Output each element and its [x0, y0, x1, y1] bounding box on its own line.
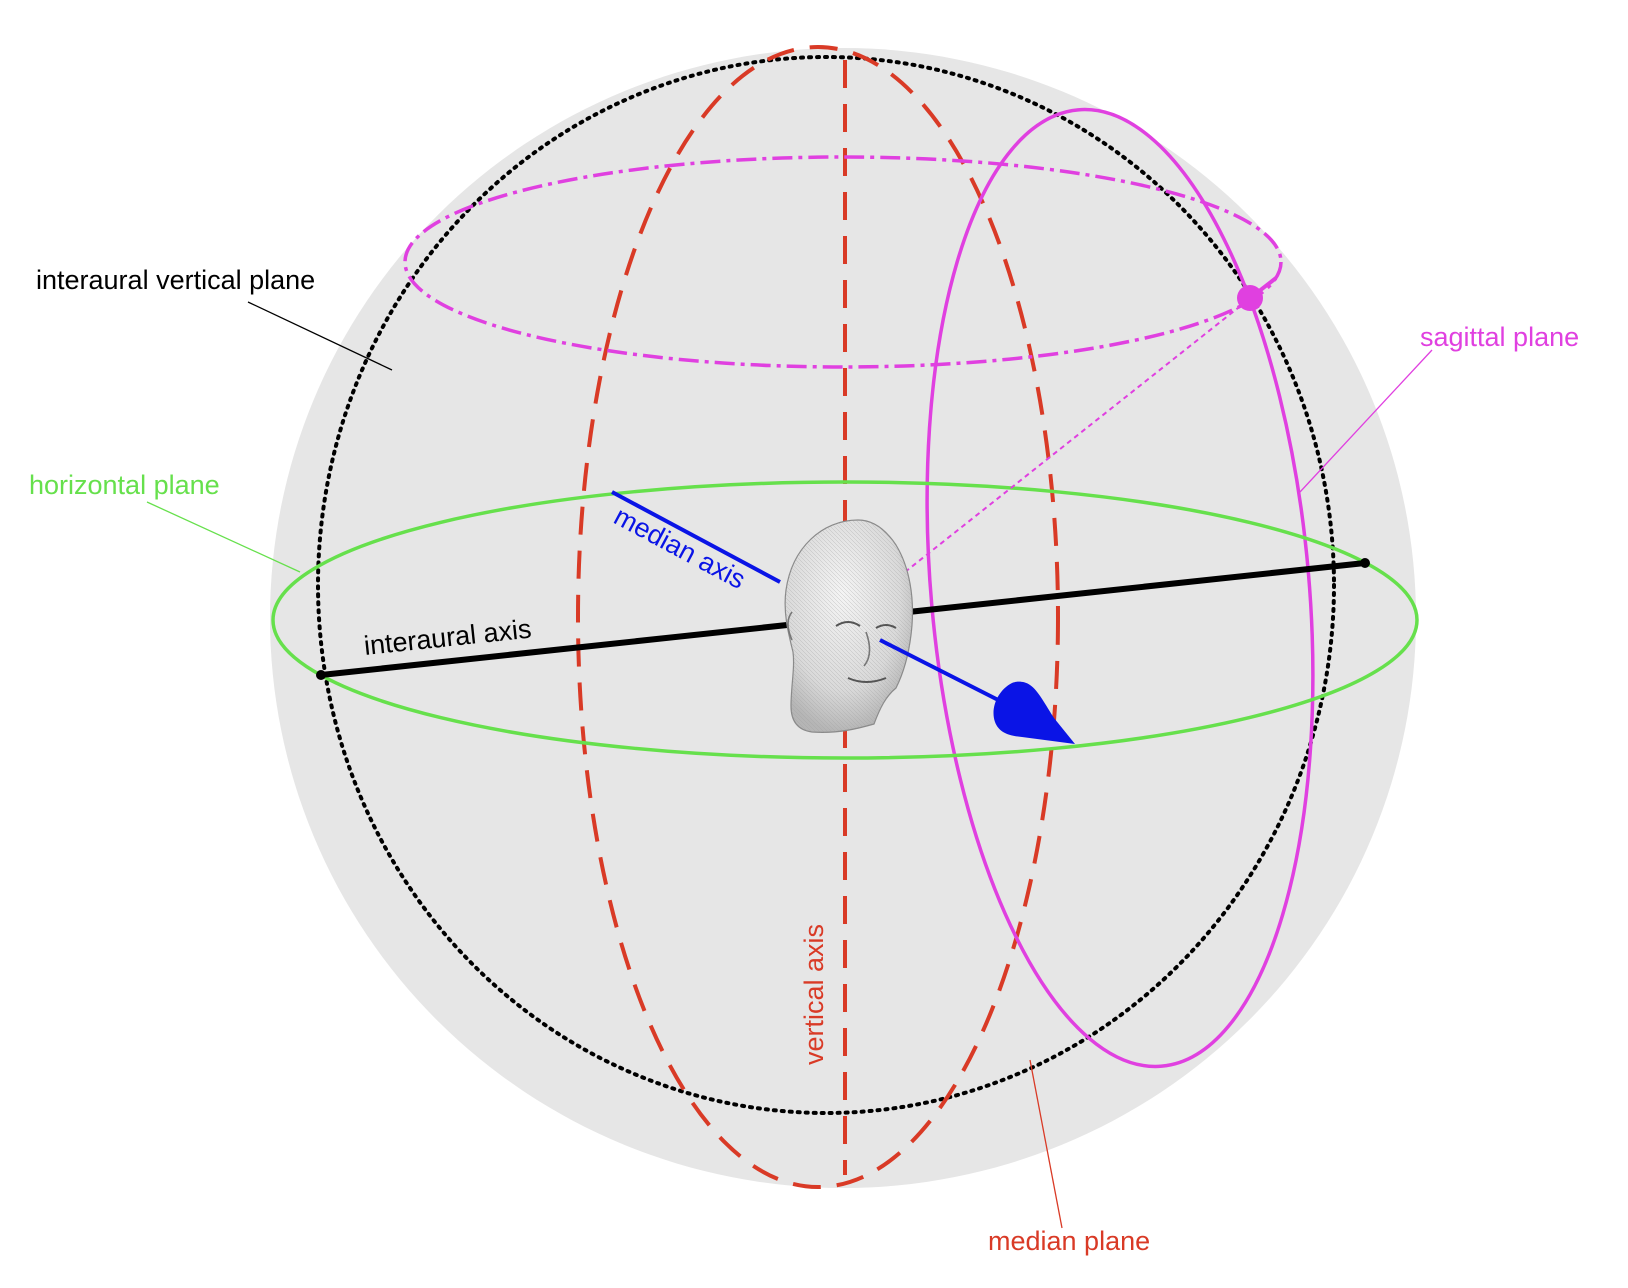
- median-axis-front-line: [879, 638, 1013, 709]
- interaural-axis-left-end: [316, 670, 326, 680]
- interaural-axis-right-end: [1360, 558, 1370, 568]
- sagittal-cone-circle: [403, 155, 1283, 369]
- horizontal-plane-label: horizontal plane: [29, 470, 220, 500]
- sagittal-plane-label: sagittal plane: [1420, 322, 1579, 352]
- head-model-icon: [784, 519, 914, 733]
- interaural-vertical-plane-label: interaural vertical plane: [36, 265, 315, 295]
- source-projection-line: [904, 299, 1249, 573]
- direction-arrow-icon: [993, 681, 1075, 744]
- horizontal-plane-ellipse: [271, 480, 1419, 760]
- median-plane-label: median plane: [988, 1226, 1150, 1256]
- horizontal-plane-leader: [146, 501, 301, 573]
- interaural-vertical-plane-leader: [247, 301, 393, 371]
- median-axis-back-line: [611, 490, 781, 584]
- interaural-vertical-plane-circle: [316, 55, 1336, 1115]
- vertical-axis-label: vertical axis: [799, 924, 829, 1065]
- sagittal-plane-leader: [1299, 349, 1433, 493]
- sound-source-point-icon: [1237, 285, 1263, 311]
- median-plane-ellipse: [576, 45, 1060, 1189]
- median-plane-leader: [1029, 1059, 1063, 1229]
